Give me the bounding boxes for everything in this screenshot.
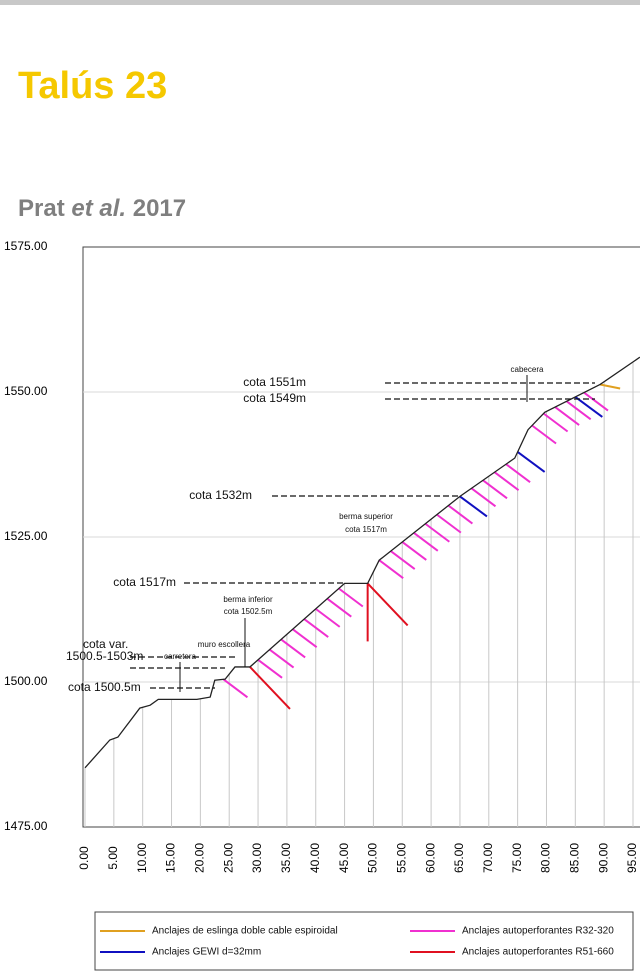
x-tick-label: 50.00 [366,843,380,873]
anchor [470,487,497,508]
annotation: berma superior [339,512,393,521]
anchor [517,451,546,473]
anchor [447,504,474,525]
x-tick-label: 75.00 [510,843,524,873]
x-tick-label: 35.00 [279,843,293,873]
anchor [249,666,291,710]
anchor [566,400,592,421]
legend-label: Anclajes autoperforantes R32-320 [462,926,614,937]
anchor [599,383,621,390]
anchor [257,658,283,679]
profile-line [84,356,640,769]
x-tick-label: 40.00 [308,843,322,873]
x-tick-label: 65.00 [452,843,466,873]
x-tick-label: 85.00 [567,843,581,873]
annotation: cota var. [83,637,128,651]
anchor [222,678,249,699]
anchor [531,424,557,445]
anchor [315,608,341,628]
annotation: carretera [164,652,197,661]
anchor [424,522,450,543]
top-bar [0,0,640,5]
anchor [366,582,409,627]
anchor [413,532,439,552]
annotation: cota 1517m [113,575,176,589]
anchor [574,396,603,418]
x-tick-label: 0.00 [77,846,91,870]
annotation: cota 1549m [243,391,306,405]
anchor [268,648,295,669]
anchor [401,541,427,561]
source-etal: et al. [71,195,126,222]
anchor [542,412,569,433]
annotation: muro escollera [198,640,251,649]
anchor [390,550,416,570]
source-year: 2017 [133,195,186,222]
anchor [493,471,520,492]
x-tick-label: 45.00 [337,843,351,873]
x-tick-label: 5.00 [106,846,120,870]
anchor [338,587,364,608]
annotation: 1500.5-1503m [66,649,143,663]
x-tick-label: 70.00 [481,843,495,873]
annotation: cabecera [511,365,544,374]
anchor [554,406,580,426]
anchor [436,513,462,534]
anchor [378,559,404,580]
anchor [292,628,318,649]
y-tick-label: 1500.00 [4,674,48,688]
annotation: cota 1500.5m [68,680,141,694]
legend-box [94,911,634,971]
y-tick-label: 1475.00 [4,819,48,833]
legend-label: Anclajes de eslinga doble cable espiroid… [152,926,338,937]
x-tick-label: 15.00 [164,843,178,873]
legend-label: Anclajes autoperforantes R51-660 [462,947,614,958]
x-tick-label: 25.00 [221,843,235,873]
source: Prat et al. 2017 [18,195,186,222]
anchor [505,463,531,483]
y-tick-label: 1575.00 [4,239,48,253]
anchor [459,495,488,518]
anchor [583,391,609,412]
anchor [326,597,352,618]
x-tick-label: 55.00 [394,843,408,873]
x-tick-label: 90.00 [596,843,610,873]
y-tick-label: 1550.00 [4,384,48,398]
anchor [482,479,508,500]
annotation: berma inferior [223,595,273,604]
legend-label: Anclajes GEWI d=32mm [152,947,261,958]
x-tick-label: 10.00 [135,843,149,873]
annotation: cota 1532m [189,488,252,502]
x-tick-label: 80.00 [539,843,553,873]
x-tick-label: 95.00 [625,843,639,873]
source-author: Prat [18,195,65,222]
anchor [303,618,329,638]
annotation: cota 1502.5m [224,607,273,616]
x-tick-label: 20.00 [193,843,207,873]
annotation: cota 1517m [345,525,387,534]
annotation: cota 1551m [243,375,306,389]
x-tick-label: 60.00 [423,843,437,873]
title: Talús 23 [18,65,167,107]
y-tick-label: 1525.00 [4,529,48,543]
x-tick-label: 30.00 [250,843,264,873]
anchor [280,638,306,659]
